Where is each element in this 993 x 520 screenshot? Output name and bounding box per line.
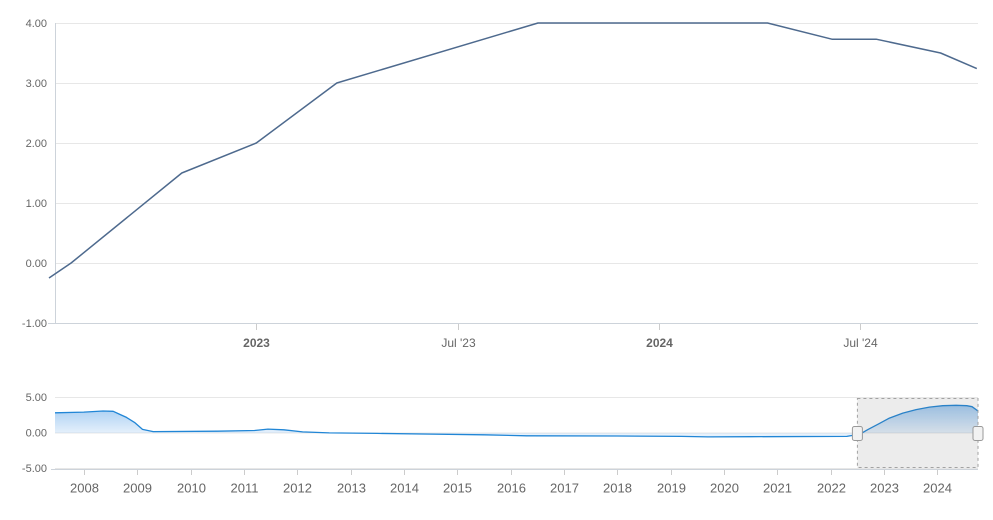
x-axis-label: 2016 <box>497 481 526 496</box>
x-axis-label: Jul '23 <box>441 336 476 350</box>
y-axis-label: -1.00 <box>22 318 47 330</box>
x-axis-label: 2024 <box>923 481 952 496</box>
y-axis-label: 2.00 <box>26 138 47 150</box>
y-axis-label: -5.00 <box>22 463 47 475</box>
y-axis-label: 0.00 <box>26 428 47 440</box>
x-axis-label: 2014 <box>390 481 419 496</box>
y-axis-label: 1.00 <box>26 198 47 210</box>
navigator-x-axis-labels: 2008 2009 2010 2011 2012 2013 2014 2015 2016 2017… <box>70 470 952 496</box>
x-axis-label: 2008 <box>70 481 99 496</box>
x-axis-label: 2011 <box>231 481 259 496</box>
y-axis-label: 3.00 <box>26 78 47 90</box>
main-series-line[interactable] <box>48 22 978 279</box>
x-axis-label: 2024 <box>646 336 673 350</box>
navigator-y-axis-labels: 5.00 0.00 -5.00 <box>22 392 47 475</box>
y-axis-label: 4.00 <box>26 18 47 30</box>
x-axis-label: 2021 <box>763 481 792 496</box>
main-chart: 4.003.002.001.000.00-1.00 2023 Jul '23 202… <box>22 18 978 350</box>
x-axis-label: 2013 <box>337 481 366 496</box>
navigator-selected-mask[interactable] <box>857 398 978 468</box>
x-axis-label: 2009 <box>123 481 152 496</box>
x-axis-label: 2023 <box>870 481 899 496</box>
x-axis-label: 2022 <box>817 481 846 496</box>
main-y-axis-labels: 4.00 3.00 2.00 1.00 0.00 -1.00 <box>22 18 47 330</box>
x-axis-label: 2017 <box>550 481 579 496</box>
navigator-left-handle[interactable] <box>851 426 863 441</box>
x-axis-label: 2019 <box>657 481 686 496</box>
navigator-series-line <box>54 404 979 438</box>
main-x-axis: 2023 Jul '23 2024 Jul '24 <box>243 324 878 350</box>
x-axis-label: 2020 <box>710 481 739 496</box>
x-axis-label: Jul '24 <box>843 336 878 350</box>
x-axis-label: 2018 <box>603 481 632 496</box>
y-axis-label: 0.00 <box>26 258 47 270</box>
x-axis-label: 2015 <box>443 481 472 496</box>
navigator-area-series[interactable] <box>55 405 978 437</box>
main-plot-area[interactable] <box>55 23 978 323</box>
x-axis-label: 2023 <box>243 336 270 350</box>
x-axis-label: 2012 <box>283 481 312 496</box>
navigator-right-handle[interactable] <box>972 426 984 441</box>
navigator: 5.000.00-5.00 2008 2009 2010 2011 2012 2013 20… <box>22 392 984 496</box>
x-axis-label: 2010 <box>177 481 206 496</box>
y-axis-label: 5.00 <box>26 392 47 404</box>
